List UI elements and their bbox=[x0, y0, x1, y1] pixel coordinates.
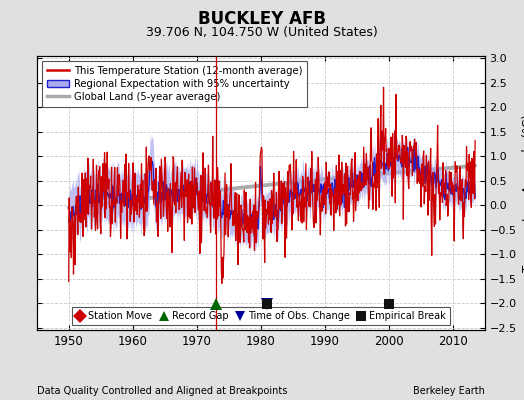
Text: 39.706 N, 104.750 W (United States): 39.706 N, 104.750 W (United States) bbox=[146, 26, 378, 39]
Text: BUCKLEY AFB: BUCKLEY AFB bbox=[198, 10, 326, 28]
Legend: Station Move, Record Gap, Time of Obs. Change, Empirical Break: Station Move, Record Gap, Time of Obs. C… bbox=[72, 307, 450, 325]
Text: Data Quality Controlled and Aligned at Breakpoints: Data Quality Controlled and Aligned at B… bbox=[37, 386, 287, 396]
Text: Berkeley Earth: Berkeley Earth bbox=[413, 386, 485, 396]
Y-axis label: Temperature Anomaly (°C): Temperature Anomaly (°C) bbox=[522, 114, 524, 272]
